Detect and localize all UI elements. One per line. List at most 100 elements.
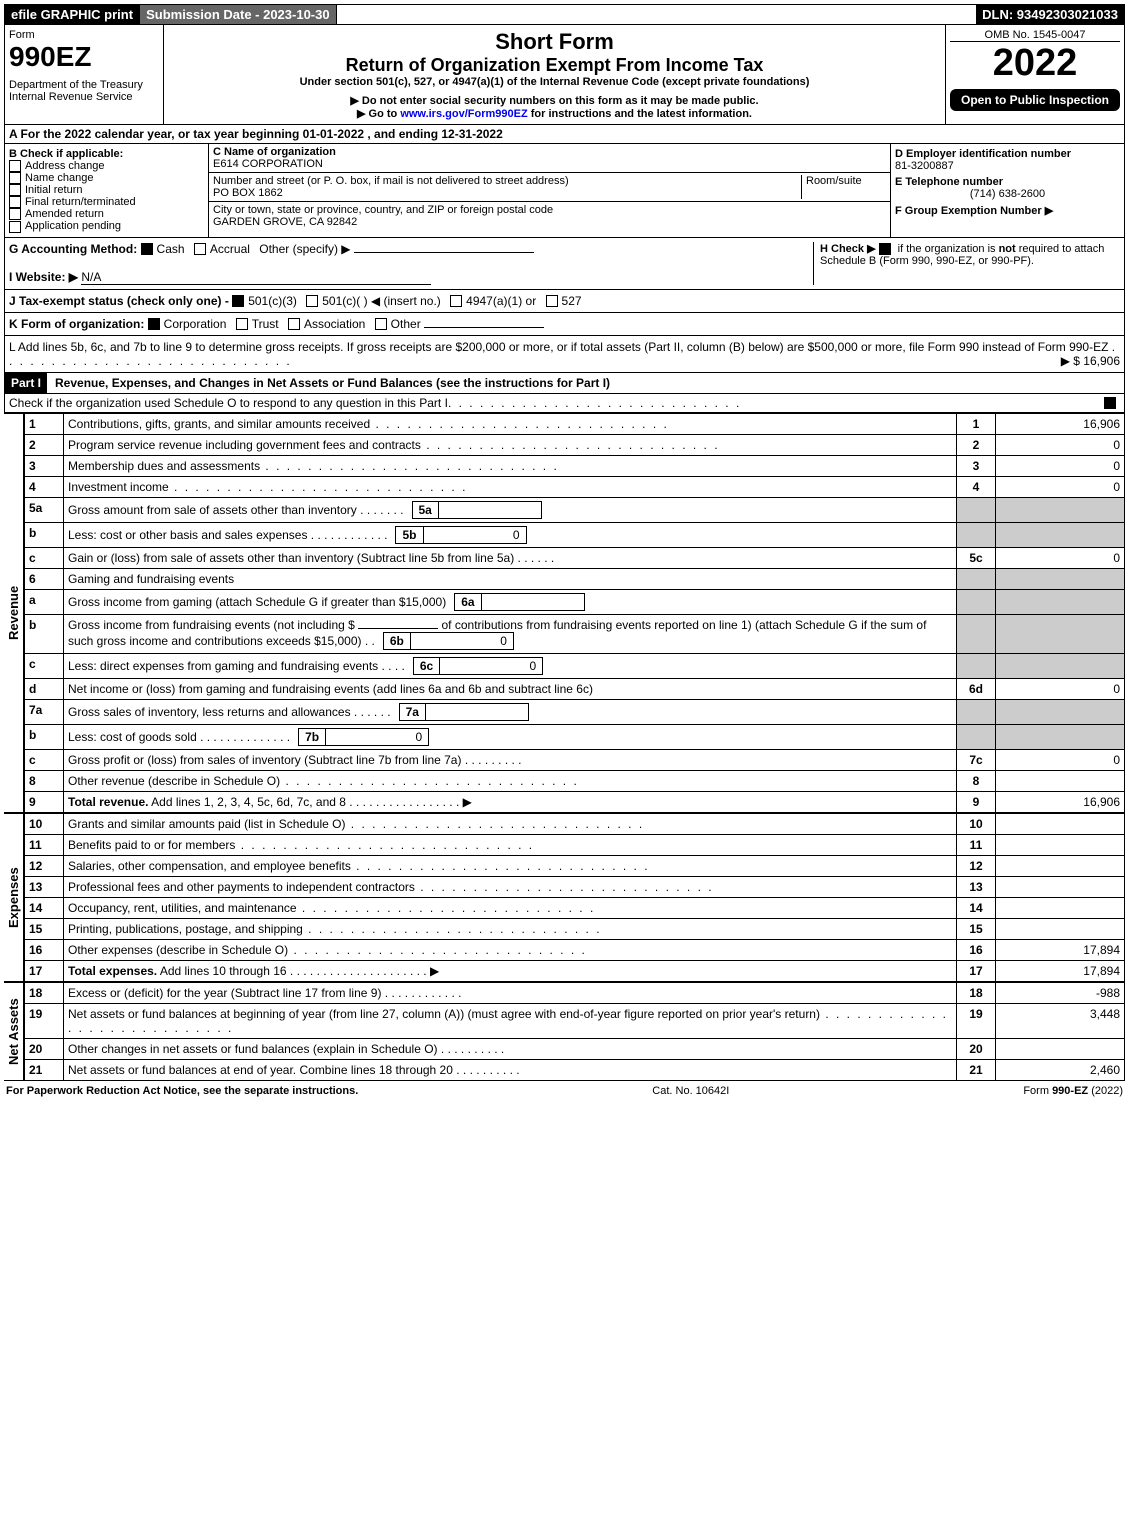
form-number: 990EZ <box>9 41 159 73</box>
footer-mid: Cat. No. 10642I <box>652 1085 729 1097</box>
website-label: I Website: ▶ <box>9 270 78 284</box>
ein-label: D Employer identification number <box>895 148 1120 160</box>
street-label: Number and street (or P. O. box, if mail… <box>213 175 569 187</box>
line-2: 2Program service revenue including gover… <box>25 434 1125 455</box>
other-org-checkbox[interactable] <box>375 318 387 330</box>
line-15: 15Printing, publications, postage, and s… <box>25 918 1125 939</box>
box-b-label: B Check if applicable: <box>9 148 204 160</box>
street-value: PO BOX 1862 <box>213 187 283 199</box>
tax-year: 2022 <box>950 42 1120 85</box>
netassets-table: 18Excess or (deficit) for the year (Subt… <box>24 982 1125 1081</box>
accounting-label: G Accounting Method: <box>9 242 137 256</box>
line-6a: aGross income from gaming (attach Schedu… <box>25 589 1125 614</box>
line-5a: 5aGross amount from sale of assets other… <box>25 497 1125 522</box>
501c-checkbox[interactable] <box>306 295 318 307</box>
527-checkbox[interactable] <box>546 295 558 307</box>
schedule-b-checkbox[interactable] <box>879 243 891 255</box>
line-11: 11Benefits paid to or for members11 <box>25 834 1125 855</box>
initial-return-label: Initial return <box>25 184 82 196</box>
line-12: 12Salaries, other compensation, and empl… <box>25 855 1125 876</box>
line-6: 6Gaming and fundraising events <box>25 568 1125 589</box>
corp-checkbox[interactable] <box>148 318 160 330</box>
city-label: City or town, state or province, country… <box>213 204 553 216</box>
line-8: 8Other revenue (describe in Schedule O)8 <box>25 770 1125 791</box>
website-value: N/A <box>81 270 431 285</box>
line-l: L Add lines 5b, 6c, and 7b to line 9 to … <box>4 336 1125 373</box>
amended-return-checkbox[interactable] <box>9 208 21 220</box>
line-14: 14Occupancy, rent, utilities, and mainte… <box>25 897 1125 918</box>
line-l-text: L Add lines 5b, 6c, and 7b to line 9 to … <box>9 340 1108 354</box>
final-return-label: Final return/terminated <box>25 196 136 208</box>
501c3-label: 501(c)(3) <box>248 294 297 308</box>
form-label: Form <box>9 29 159 41</box>
goto-link[interactable]: ▶ Go to www.irs.gov/Form990EZ for instru… <box>168 107 941 120</box>
revenue-table: 1Contributions, gifts, grants, and simil… <box>24 413 1125 813</box>
info-grid: B Check if applicable: Address change Na… <box>4 144 1125 238</box>
city-value: GARDEN GROVE, CA 92842 <box>213 216 357 228</box>
line-17: 17Total expenses. Add lines 10 through 1… <box>25 960 1125 981</box>
501c3-checkbox[interactable] <box>232 295 244 307</box>
page-footer: For Paperwork Reduction Act Notice, see … <box>4 1081 1125 1101</box>
short-form-title: Short Form <box>168 29 941 55</box>
line-7a: 7aGross sales of inventory, less returns… <box>25 699 1125 724</box>
line-j: J Tax-exempt status (check only one) - 5… <box>4 290 1125 313</box>
line-10: 10Grants and similar amounts paid (list … <box>25 813 1125 834</box>
line-5c: cGain or (loss) from sale of assets othe… <box>25 547 1125 568</box>
cash-label: Cash <box>157 242 185 256</box>
4947-label: 4947(a)(1) or <box>466 294 536 308</box>
org-name-label: C Name of organization <box>213 146 336 158</box>
netassets-label: Net Assets <box>4 982 24 1081</box>
app-pending-label: Application pending <box>25 220 121 232</box>
schedule-o-checkbox[interactable] <box>1104 397 1116 409</box>
address-change-checkbox[interactable] <box>9 160 21 172</box>
form-org-label: K Form of organization: <box>9 317 144 331</box>
part-i-check: Check if the organization used Schedule … <box>4 394 1125 413</box>
line-21: 21Net assets or fund balances at end of … <box>25 1059 1125 1080</box>
line-k: K Form of organization: Corporation Trus… <box>4 313 1125 336</box>
box-c: C Name of organization E614 CORPORATION … <box>209 144 890 237</box>
line-6b: bGross income from fundraising events (n… <box>25 614 1125 653</box>
expenses-section: Expenses 10Grants and similar amounts pa… <box>4 813 1125 982</box>
trust-label: Trust <box>252 317 279 331</box>
netassets-section: Net Assets 18Excess or (deficit) for the… <box>4 982 1125 1081</box>
part-i-header: Part I Revenue, Expenses, and Changes in… <box>4 373 1125 394</box>
line-3: 3Membership dues and assessments30 <box>25 455 1125 476</box>
cash-checkbox[interactable] <box>141 243 153 255</box>
org-name: E614 CORPORATION <box>213 158 323 170</box>
line-19: 19Net assets or fund balances at beginni… <box>25 1003 1125 1038</box>
4947-checkbox[interactable] <box>450 295 462 307</box>
irs-label: Internal Revenue Service <box>9 91 159 103</box>
part-i-check-text: Check if the organization used Schedule … <box>9 396 448 410</box>
other-specify-label: Other (specify) ▶ <box>259 242 350 256</box>
line-1: 1Contributions, gifts, grants, and simil… <box>25 413 1125 434</box>
tax-exempt-label: J Tax-exempt status (check only one) - <box>9 294 229 308</box>
trust-checkbox[interactable] <box>236 318 248 330</box>
irs-link[interactable]: www.irs.gov/Form990EZ <box>400 108 527 120</box>
line-5b: bLess: cost or other basis and sales exp… <box>25 522 1125 547</box>
line-l-value: ▶ $ 16,906 <box>1061 354 1120 368</box>
initial-return-checkbox[interactable] <box>9 184 21 196</box>
dept-label: Department of the Treasury <box>9 79 159 91</box>
top-bar: efile GRAPHIC print Submission Date - 20… <box>4 4 1125 25</box>
part-i-title: Revenue, Expenses, and Changes in Net As… <box>55 376 610 390</box>
phone-label: E Telephone number <box>895 176 1120 188</box>
amended-return-label: Amended return <box>25 208 104 220</box>
assoc-checkbox[interactable] <box>288 318 300 330</box>
line-4: 4Investment income40 <box>25 476 1125 497</box>
line-6c: cLess: direct expenses from gaming and f… <box>25 653 1125 678</box>
app-pending-checkbox[interactable] <box>9 221 21 233</box>
dln-label: DLN: 93492303021033 <box>976 5 1124 24</box>
footer-left: For Paperwork Reduction Act Notice, see … <box>6 1085 358 1097</box>
address-change-label: Address change <box>25 160 105 172</box>
box-def: D Employer identification number 81-3200… <box>890 144 1124 237</box>
revenue-label: Revenue <box>4 413 24 813</box>
line-gh: G Accounting Method: Cash Accrual Other … <box>4 238 1125 290</box>
line-6d: dNet income or (loss) from gaming and fu… <box>25 678 1125 699</box>
line-20: 20Other changes in net assets or fund ba… <box>25 1038 1125 1059</box>
accrual-checkbox[interactable] <box>194 243 206 255</box>
expenses-table: 10Grants and similar amounts paid (list … <box>24 813 1125 982</box>
line-7c: cGross profit or (loss) from sales of in… <box>25 749 1125 770</box>
footer-right: Form 990-EZ (2022) <box>1023 1085 1123 1097</box>
name-change-checkbox[interactable] <box>9 172 21 184</box>
final-return-checkbox[interactable] <box>9 196 21 208</box>
